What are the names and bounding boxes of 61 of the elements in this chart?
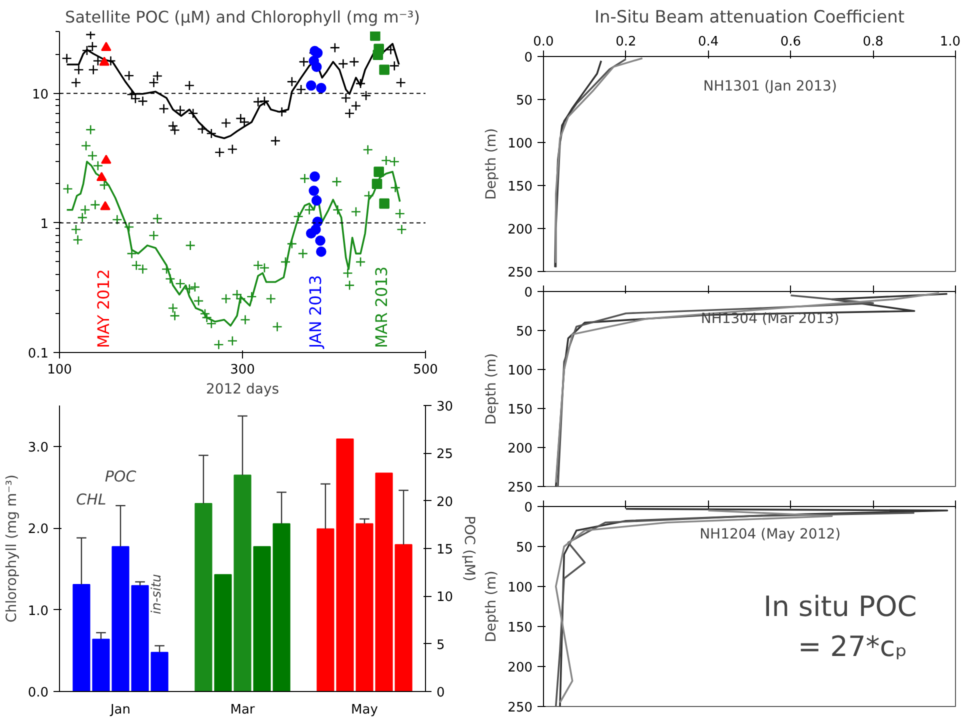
y-tick-label: 150: [508, 402, 533, 418]
annotation: MAY 2012: [94, 269, 113, 348]
annotation: NH1301 (Jan 2013): [703, 78, 837, 95]
y-tick-label: 100: [508, 136, 533, 152]
y2-axis-title: POC (µM): [461, 516, 478, 582]
y-tick-label: 50: [516, 94, 533, 108]
y2-tick-label: 20: [436, 494, 454, 510]
x-axis-title: 2012 days: [206, 382, 280, 398]
x-tick-label: 1.0: [940, 34, 961, 50]
y-tick-label: 1.0: [28, 604, 49, 619]
y-tick-label: 0.0: [28, 686, 49, 700]
y-tick-label: 2.0: [28, 522, 49, 538]
y-tick-label: 250: [508, 480, 533, 496]
y-tick-label: 150: [508, 620, 533, 636]
y-tick-label: 0: [524, 500, 533, 516]
annotation: JAN 2013: [306, 275, 326, 350]
annotation: POC: [104, 468, 137, 486]
x-tick-label: 0.6: [780, 34, 802, 50]
y-tick-label: 150: [508, 180, 533, 194]
annotation: In situ POC: [763, 590, 917, 623]
y-tick-label: 10: [32, 87, 49, 102]
y2-tick-label: 25: [436, 447, 454, 462]
chart-title: Satellite POC (µM) and Chlorophyll (mg m⁻³): [65, 8, 420, 26]
x-tick-label: 0.4: [698, 34, 719, 50]
y2-tick-label: 0: [436, 686, 445, 700]
y-tick-label: 1: [40, 216, 49, 232]
x-tick-label: 500: [413, 362, 438, 378]
y-axis-title: Chlorophyll (mg m⁻³): [4, 474, 20, 622]
y-axis-title: Depth (m): [484, 128, 500, 200]
annotation: NH1304 (Mar 2013): [700, 310, 840, 327]
x-tick-label: Jan: [109, 702, 131, 718]
x-tick-label: 300: [230, 362, 255, 378]
y-tick-label: 0: [524, 50, 533, 66]
y2-tick-label: 15: [436, 542, 454, 558]
annotation: = 27*cₚ: [798, 630, 908, 663]
y-tick-label: 0: [524, 286, 533, 300]
annotation: MAR 2013: [372, 266, 392, 348]
annotation: NH1204 (May 2012): [700, 526, 841, 542]
y-tick-label: 200: [508, 222, 533, 238]
y-tick-label: 200: [508, 442, 533, 456]
chart-title: In-Situ Beam attenuation Coefficient: [594, 8, 905, 28]
y-tick-label: 50: [516, 540, 533, 556]
y-axis-title: Depth (m): [484, 353, 500, 425]
y-tick-label: 250: [508, 266, 533, 280]
y-tick-label: 50: [516, 324, 533, 340]
y2-tick-label: 5: [436, 638, 445, 653]
x-tick-label: 100: [47, 362, 72, 378]
x-tick-label: May: [351, 702, 378, 718]
x-tick-label: 0.2: [616, 34, 636, 50]
x-tick-label: 0.8: [862, 34, 884, 50]
y2-tick-label: 30: [436, 400, 454, 414]
y-tick-label: 200: [508, 660, 533, 676]
annotation: in-situ: [150, 574, 165, 614]
annotation: CHL: [76, 490, 106, 508]
y-tick-label: 0.1: [28, 346, 49, 362]
y-axis-title: Depth (m): [484, 570, 500, 642]
x-tick-label: Mar: [230, 702, 256, 718]
y-tick-label: 3.0: [28, 440, 49, 456]
y-tick-label: 100: [508, 580, 533, 596]
y-tick-label: 250: [508, 700, 533, 716]
y2-tick-label: 10: [436, 590, 454, 606]
